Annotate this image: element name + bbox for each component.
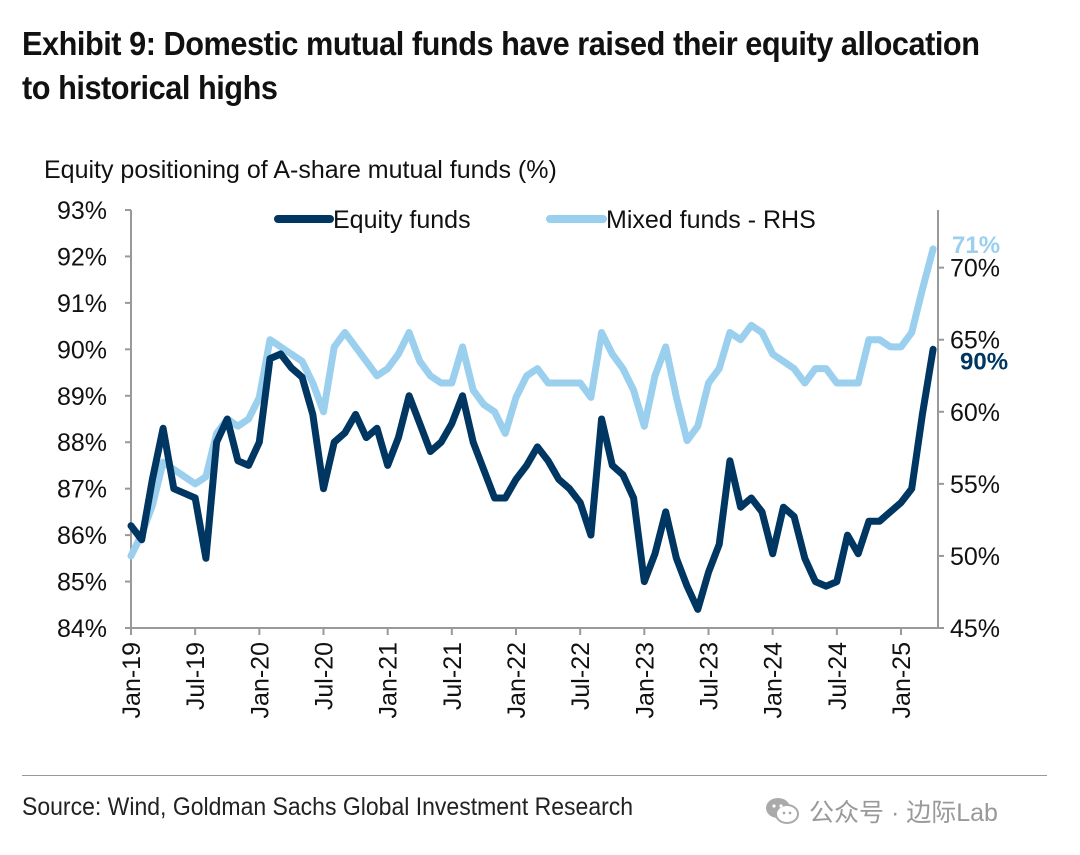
x-tick-label: Jul-22 xyxy=(567,642,595,710)
left-tick-label: 84% xyxy=(57,615,107,643)
x-tick-label: Jul-23 xyxy=(696,642,724,710)
x-tick-label: Jan-23 xyxy=(631,642,659,718)
source-note: Source: Wind, Goldman Sachs Global Inves… xyxy=(22,793,634,821)
left-tick-label: 93% xyxy=(57,197,107,225)
title-line-2: to historical highs xyxy=(22,69,278,106)
x-tick-label: Jan-22 xyxy=(503,642,531,718)
wechat-icon xyxy=(766,798,799,824)
right-tick-label: 65% xyxy=(950,327,1000,355)
x-tick-label: Jul-24 xyxy=(824,642,852,710)
end-label-equity: 90% xyxy=(960,348,1008,375)
left-tick-label: 90% xyxy=(57,336,107,364)
left-tick-label: 92% xyxy=(57,243,107,271)
watermark-text: 公众号 · 边际Lab xyxy=(809,799,998,827)
series-equity-funds xyxy=(127,345,937,613)
right-tick-label: 45% xyxy=(950,615,1000,643)
end-label-mixed: 71% xyxy=(952,232,1000,259)
right-tick-label: 50% xyxy=(950,543,1000,571)
series-mixed-funds xyxy=(127,245,937,560)
x-tick-label: Jul-20 xyxy=(311,642,339,710)
watermark: 公众号 · 边际Lab xyxy=(765,793,998,829)
x-tick-label: Jan-21 xyxy=(375,642,403,718)
legend-label-equity: Equity funds xyxy=(333,206,471,234)
title-line-1: Exhibit 9: Domestic mutual funds have ra… xyxy=(22,25,980,62)
x-tick-label: Jan-24 xyxy=(760,642,788,719)
chart-title: Equity positioning of A-share mutual fun… xyxy=(44,156,557,184)
x-tick-label: Jan-25 xyxy=(888,642,916,718)
left-tick-label: 89% xyxy=(57,383,107,411)
x-tick-label: Jan-19 xyxy=(118,642,146,718)
x-tick-label: Jul-21 xyxy=(439,642,467,710)
right-tick-label: 55% xyxy=(950,471,1000,499)
line-chart: 84% 85% 86% 87% 88% 89% 90% 91% 92% 93% 45% 50% 55% 6… xyxy=(57,197,1008,719)
left-tick-label: 86% xyxy=(57,522,107,550)
right-tick-label: 60% xyxy=(950,399,1000,427)
left-tick-label: 85% xyxy=(57,569,107,597)
x-tick-label: Jan-20 xyxy=(246,642,274,718)
left-tick-label: 88% xyxy=(57,429,107,457)
exhibit-title: Exhibit 9: Domestic mutual funds have ra… xyxy=(22,22,989,110)
left-tick-label: 91% xyxy=(57,290,107,318)
x-tick-label: Jul-19 xyxy=(182,642,210,710)
divider xyxy=(22,775,1047,776)
right-tick-label: 70% xyxy=(950,255,1000,283)
left-tick-label: 87% xyxy=(57,476,107,504)
legend-label-mixed: Mixed funds - RHS xyxy=(606,206,816,234)
